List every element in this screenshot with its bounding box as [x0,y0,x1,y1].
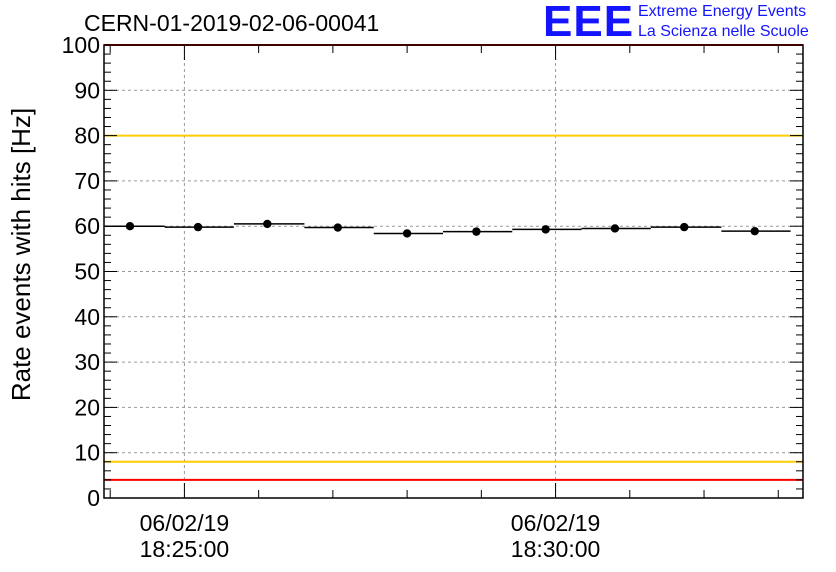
y-tick-label: 0 [87,485,100,511]
x-tick-label-time: 18:25:00 [140,536,230,562]
x-tick-label-date: 06/02/19 [140,510,230,536]
data-point [263,219,272,229]
y-tick-label: 70 [74,168,100,194]
y-tick-label: 10 [74,440,100,466]
eee-logo: EEE [543,0,635,46]
data-point [472,227,481,236]
data-point [125,222,135,231]
y-tick-label: 100 [62,32,100,58]
y-tick-label: 20 [74,394,100,420]
y-tick-label: 80 [74,123,100,149]
x-tick-label-date: 06/02/19 [511,510,601,536]
logo-tagline-2: La Scienza nelle Scuole [638,23,809,40]
y-tick-label: 50 [74,259,100,285]
x-tick-label-time: 18:30:00 [511,536,601,562]
y-tick-label: 90 [74,77,100,103]
data-point [333,223,343,232]
y-tick-label: 40 [74,304,100,330]
data-point [193,222,203,232]
data-point [402,229,412,238]
y-axis-label: Rate events with hits [Hz] [6,108,36,401]
data-point [750,226,759,236]
data-point [680,222,689,232]
y-tick-label: 60 [74,213,100,239]
chart-title: CERN-01-2019-02-06-00041 [84,10,380,36]
data-point [541,225,550,234]
data-point [610,224,620,233]
y-tick-label: 30 [74,349,100,375]
logo-tagline-1: Extreme Energy Events [638,3,807,20]
